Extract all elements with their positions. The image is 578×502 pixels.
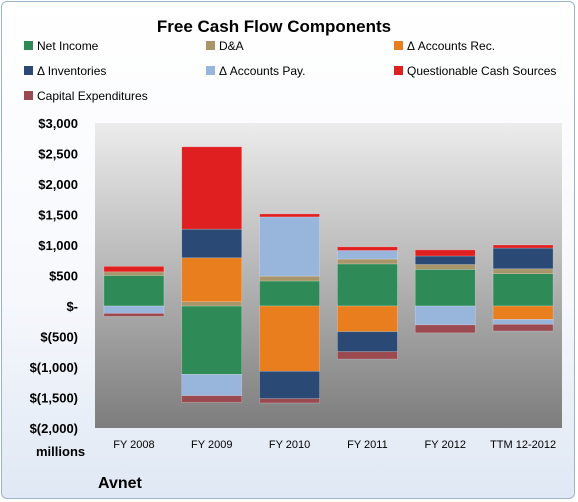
x-tick-label: FY 2012 — [425, 439, 466, 451]
y-tick-label: $3,000 — [38, 116, 78, 131]
y-axis: $3,000 $2,500 $2,000 $1,500 $1,000 $500 $- $(50… — [30, 116, 78, 436]
bar-capital-expenditures-fy-2011 — [337, 351, 398, 360]
y-tick-label: $- — [66, 299, 78, 314]
legend-label: Δ Accounts Pay. — [219, 64, 306, 78]
bar-capital-expenditures-fy-2009 — [181, 395, 243, 403]
bar-net-income-fy-2009 — [181, 305, 243, 375]
legend-item-accounts-pay: Δ Accounts Pay. — [206, 64, 306, 78]
bar-questionable-cash-sources-fy-2011 — [337, 246, 398, 251]
bar-net-income-fy-2011 — [337, 263, 398, 307]
y-tick-label: $500 — [49, 269, 78, 284]
bar-inventories-fy-2010 — [259, 370, 320, 400]
legend-label: Δ Inventories — [37, 64, 106, 78]
legend-label: Capital Expenditures — [37, 89, 148, 103]
bar-net-income-fy-2008 — [103, 275, 165, 307]
legend-swatch — [394, 41, 403, 50]
bar-questionable-cash-sources-ttm-12-2012 — [492, 244, 554, 249]
bar-inventories-ttm-12-2012 — [492, 247, 554, 270]
legend-swatch — [24, 91, 33, 100]
y-tick-label: $(2,000) — [30, 421, 78, 436]
legend-item-capital-expenditures: Capital Expenditures — [24, 89, 148, 103]
legend-label: Δ Accounts Rec. — [407, 39, 495, 53]
bar-accounts-rec-fy-2011 — [337, 305, 398, 332]
y-tick-label: $(500) — [40, 330, 78, 345]
x-tick-label: FY 2008 — [113, 439, 154, 451]
y-tick-label: $(1,000) — [30, 360, 78, 375]
bar-accounts-pay-fy-2010 — [259, 216, 320, 277]
legend-item-inventories: Δ Inventories — [24, 64, 106, 78]
bar-questionable-cash-sources-fy-2009 — [181, 146, 243, 230]
bar-d-a-fy-2012 — [414, 264, 476, 270]
bar-accounts-rec-ttm-12-2012 — [492, 305, 554, 320]
bar-d-a-ttm-12-2012 — [492, 268, 554, 274]
legend-swatch — [206, 41, 215, 50]
legend-item-accounts-rec: Δ Accounts Rec. — [394, 39, 495, 53]
y-tick-label: $1,000 — [38, 238, 78, 253]
bar-questionable-cash-sources-fy-2010 — [259, 213, 320, 218]
legend-item-d-a: D&A — [206, 39, 244, 53]
bar-capital-expenditures-fy-2008 — [103, 313, 165, 317]
bar-inventories-fy-2011 — [337, 331, 398, 353]
legend-swatch — [394, 66, 403, 75]
chart-title: Free Cash Flow Components — [157, 17, 391, 36]
bar-capital-expenditures-fy-2010 — [259, 398, 320, 404]
bar-d-a-fy-2008 — [103, 271, 165, 276]
bar-accounts-pay-fy-2011 — [337, 250, 398, 260]
x-tick-label: FY 2011 — [347, 439, 388, 451]
bar-inventories-fy-2009 — [181, 228, 243, 259]
legend-label: Questionable Cash Sources — [407, 64, 556, 78]
bar-net-income-ttm-12-2012 — [492, 273, 554, 307]
bar-inventories-fy-2012 — [414, 255, 476, 265]
y-tick-label: $2,000 — [38, 177, 78, 192]
legend: Net Income D&A Δ Accounts Rec. Δ Inventorie… — [24, 39, 556, 103]
bar-questionable-cash-sources-fy-2012 — [414, 249, 476, 257]
bar-capital-expenditures-ttm-12-2012 — [492, 323, 554, 332]
bar-accounts-rec-fy-2010 — [259, 305, 320, 372]
bar-accounts-rec-fy-2009 — [181, 257, 243, 303]
bar-d-a-fy-2010 — [259, 275, 320, 282]
y-tick-label: $(1,500) — [30, 391, 78, 406]
bar-accounts-pay-ttm-12-2012 — [492, 319, 554, 325]
plot-area — [95, 123, 562, 428]
legend-item-net-income: Net Income — [24, 39, 99, 53]
bar-capital-expenditures-fy-2012 — [414, 324, 476, 334]
x-tick-label: TTM 12-2012 — [490, 439, 556, 451]
x-axis: FY 2008 FY 2009 FY 2010 FY 2011 FY 2012 TTM 1… — [113, 439, 556, 451]
x-tick-label: FY 2009 — [191, 439, 232, 451]
bar-net-income-fy-2010 — [259, 280, 320, 307]
y-tick-label: $2,500 — [38, 147, 78, 162]
legend-swatch — [24, 41, 33, 50]
y-tick-label: $1,500 — [38, 208, 78, 223]
bar-accounts-pay-fy-2012 — [414, 305, 476, 326]
legend-label: Net Income — [37, 39, 99, 53]
bars — [103, 146, 554, 404]
bar-net-income-fy-2012 — [414, 269, 476, 307]
x-tick-label: FY 2010 — [269, 439, 310, 451]
legend-item-questionable-cash-sources: Questionable Cash Sources — [394, 64, 556, 78]
bar-questionable-cash-sources-fy-2008 — [103, 266, 165, 273]
bar-accounts-pay-fy-2008 — [103, 305, 165, 314]
legend-swatch — [206, 66, 215, 75]
y-axis-unit-label: millions — [36, 444, 85, 459]
company-name: Avnet — [98, 475, 143, 492]
bar-d-a-fy-2011 — [337, 258, 398, 265]
legend-label: D&A — [219, 39, 244, 53]
bar-d-a-fy-2009 — [181, 301, 243, 307]
bar-accounts-pay-fy-2009 — [181, 374, 243, 396]
legend-swatch — [24, 66, 33, 75]
